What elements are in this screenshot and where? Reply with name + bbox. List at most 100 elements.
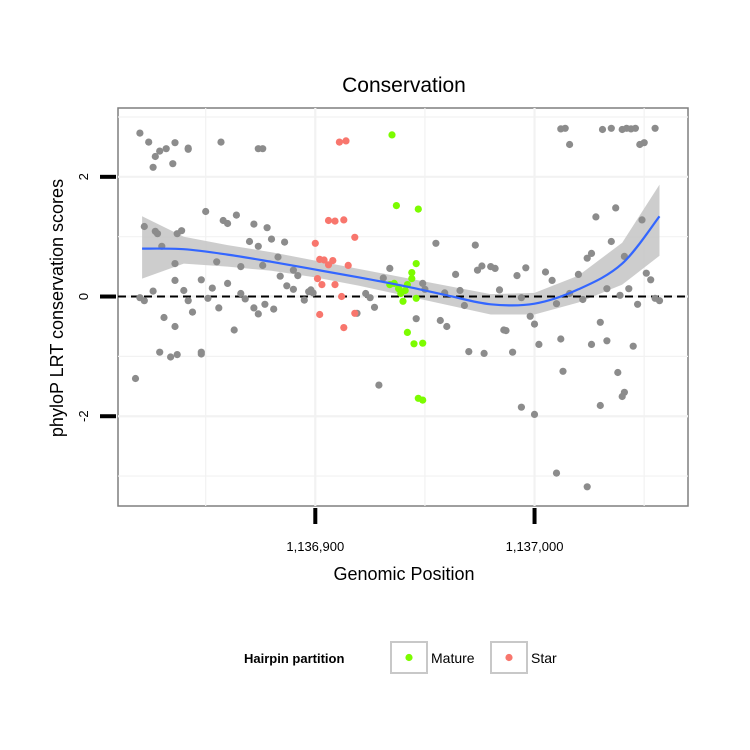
point-other: [517, 403, 526, 411]
plot-border: [117, 107, 689, 507]
point-other: [283, 282, 291, 290]
point-star: [342, 137, 350, 145]
point-star: [313, 275, 322, 283]
point-other: [651, 124, 659, 132]
point-other: [432, 239, 440, 247]
point-other: [136, 129, 144, 137]
point-other: [167, 353, 175, 361]
point-other: [241, 295, 249, 303]
point-other: [460, 301, 468, 310]
point-star: [344, 261, 352, 269]
point-star: [351, 233, 359, 241]
point-other: [180, 286, 188, 295]
smooth-line-group: [142, 215, 661, 307]
point-other: [478, 262, 486, 270]
point-other: [436, 316, 444, 325]
point-other: [647, 276, 655, 284]
y-tick-label: -2: [76, 410, 91, 422]
point-other: [552, 469, 561, 477]
point-other: [566, 140, 574, 149]
point-other: [250, 220, 258, 228]
point-other: [598, 125, 607, 134]
point-mature: [412, 294, 420, 302]
point-other: [208, 284, 216, 292]
point-other: [557, 335, 565, 343]
point-other: [517, 294, 526, 302]
point-other: [607, 237, 615, 246]
smooth-line: [142, 215, 661, 307]
point-other: [620, 388, 629, 396]
point-star: [338, 292, 346, 301]
point-other: [140, 222, 148, 231]
point-other: [173, 351, 181, 359]
point-star: [324, 216, 333, 225]
point-other: [370, 303, 379, 311]
point-other: [603, 337, 611, 345]
point-other: [224, 219, 232, 228]
point-other: [552, 300, 561, 308]
point-other: [178, 227, 186, 235]
point-other: [131, 374, 140, 383]
point-other: [300, 296, 308, 304]
legend-dot-star: [505, 653, 513, 662]
point-other: [263, 224, 271, 232]
point-star: [335, 138, 343, 146]
y-tick-label: 2: [76, 173, 91, 180]
point-other: [614, 368, 622, 377]
point-other: [612, 204, 620, 212]
point-other: [530, 410, 539, 418]
point-other: [561, 124, 569, 132]
point-other: [366, 294, 374, 302]
point-other: [603, 285, 611, 293]
point-star: [320, 256, 328, 264]
point-other: [583, 483, 591, 491]
point-other: [289, 266, 297, 274]
point-other: [412, 315, 420, 323]
point-star: [331, 281, 339, 289]
x-tick-label: 1,136,900: [286, 539, 344, 554]
point-other: [230, 326, 238, 334]
point-other: [149, 163, 157, 171]
point-other: [629, 342, 637, 350]
point-other: [274, 253, 282, 261]
point-other: [217, 138, 225, 146]
point-other: [149, 287, 157, 295]
point-star: [340, 216, 348, 224]
legend-dot-mature: [405, 653, 413, 662]
point-other: [224, 279, 232, 287]
point-other: [419, 279, 427, 287]
x-axis: 1,136,900 1,137,000: [286, 508, 563, 554]
point-other: [270, 305, 278, 313]
point-star: [331, 217, 339, 225]
point-other: [204, 294, 212, 302]
point-mature: [419, 339, 427, 347]
point-other: [522, 264, 530, 272]
point-star: [316, 310, 324, 319]
point-other: [261, 300, 269, 308]
point-other: [156, 348, 164, 356]
y-tick-label: 0: [76, 293, 91, 300]
y-axis-title: phyloP LRT conservation scores: [47, 179, 67, 437]
point-other: [162, 145, 170, 153]
legend: Hairpin partition Mature Star: [244, 641, 557, 674]
point-other: [145, 138, 153, 146]
point-other: [375, 381, 383, 389]
point-other: [254, 242, 262, 250]
point-mature: [388, 131, 396, 139]
point-other: [215, 304, 223, 312]
x-axis-title: Genomic Position: [333, 564, 474, 584]
point-other: [596, 318, 604, 326]
point-other: [184, 144, 192, 152]
point-other: [508, 348, 517, 356]
legend-label-star: Star: [531, 650, 557, 666]
point-other: [491, 264, 499, 272]
legend-title: Hairpin partition: [244, 651, 344, 666]
x-tick-label: 1,137,000: [506, 539, 564, 554]
point-other: [386, 264, 394, 272]
point-other: [596, 401, 604, 410]
point-other: [160, 313, 168, 322]
point-other: [465, 348, 473, 356]
point-other: [289, 285, 297, 293]
point-other: [638, 216, 646, 224]
point-mature: [392, 202, 400, 210]
